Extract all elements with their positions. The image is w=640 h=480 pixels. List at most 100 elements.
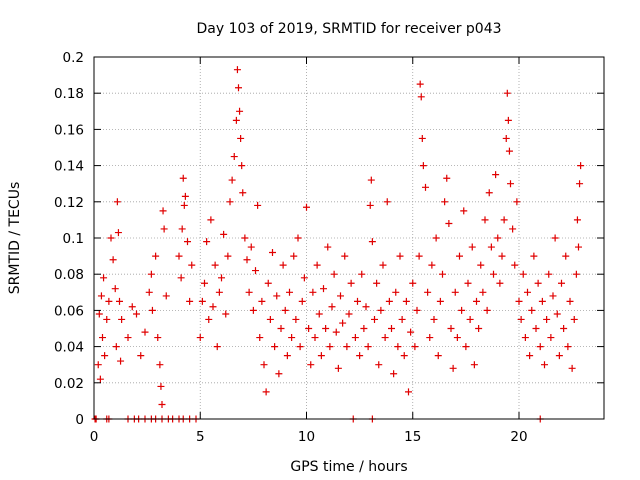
data-point	[402, 297, 410, 305]
data-point	[532, 325, 540, 332]
data-point	[441, 198, 449, 206]
data-point	[392, 288, 400, 296]
data-point	[409, 279, 417, 287]
data-point	[511, 261, 519, 269]
data-point	[311, 334, 319, 342]
data-point	[220, 230, 228, 238]
data-point	[566, 297, 574, 305]
data-point	[177, 274, 185, 282]
data-point	[560, 325, 568, 332]
data-point	[521, 334, 529, 342]
data-point	[443, 174, 451, 182]
data-point	[99, 334, 106, 342]
data-point	[477, 261, 485, 269]
data-point	[211, 261, 219, 269]
data-point	[317, 352, 325, 360]
y-axis-title: SRMTID / TECUs	[7, 182, 23, 295]
data-point	[196, 334, 204, 342]
data-point	[271, 343, 279, 351]
data-point	[538, 297, 546, 305]
data-point	[226, 198, 234, 206]
data-point	[354, 297, 361, 305]
data-point	[551, 234, 559, 242]
data-point	[390, 370, 398, 378]
data-point	[498, 252, 506, 260]
data-point	[473, 297, 480, 305]
data-point	[468, 243, 476, 251]
data-point	[230, 153, 238, 161]
data-point	[434, 352, 442, 360]
data-point	[568, 364, 576, 372]
data-point	[458, 306, 466, 314]
data-point	[236, 107, 244, 115]
data-point	[328, 303, 336, 311]
data-point	[232, 116, 240, 124]
data-point	[553, 310, 561, 318]
data-point	[228, 176, 236, 184]
data-point	[530, 252, 538, 260]
data-point	[137, 352, 145, 360]
y-tick-label: 0.06	[54, 303, 84, 319]
data-point	[303, 203, 310, 211]
data-point	[245, 288, 253, 296]
data-point	[254, 201, 262, 209]
data-point	[367, 176, 375, 184]
data-point	[324, 243, 332, 251]
data-point	[507, 180, 514, 188]
data-point	[332, 328, 340, 336]
data-point	[396, 252, 404, 260]
data-point	[422, 183, 429, 191]
data-point	[97, 292, 105, 300]
data-point	[407, 328, 415, 336]
data-point	[494, 234, 502, 242]
data-point	[237, 134, 245, 142]
data-point	[470, 361, 478, 369]
data-point	[207, 216, 215, 224]
data-point	[362, 303, 370, 311]
data-point	[215, 288, 223, 296]
data-point	[307, 361, 315, 369]
data-point	[453, 334, 461, 342]
data-point	[296, 343, 304, 351]
data-point	[562, 252, 570, 260]
x-axis-title: GPS time / hours	[290, 459, 407, 475]
data-point	[290, 252, 298, 260]
data-point	[322, 325, 330, 332]
chart-title: Day 103 of 2019, SRMTID for receiver p04…	[196, 21, 501, 37]
data-point	[96, 375, 104, 383]
y-tick-label: 0.12	[54, 195, 84, 211]
data-point	[111, 285, 119, 293]
data-point	[524, 288, 531, 296]
data-point	[94, 361, 102, 369]
data-point	[141, 328, 149, 336]
data-point	[500, 216, 508, 224]
data-point	[222, 310, 230, 318]
x-tick-label: 5	[196, 429, 205, 445]
data-point	[101, 352, 109, 360]
data-point	[483, 306, 491, 314]
data-point	[558, 279, 565, 287]
data-point	[260, 361, 268, 369]
data-point	[416, 80, 424, 88]
y-tick-label: 0.02	[54, 376, 84, 392]
y-tick-label: 0.16	[54, 122, 84, 138]
data-point	[570, 315, 578, 323]
data-point	[509, 225, 517, 233]
data-point	[203, 238, 211, 246]
data-point	[309, 288, 317, 296]
data-point	[343, 343, 351, 351]
data-point	[490, 270, 497, 278]
data-point	[428, 261, 436, 269]
data-point	[528, 306, 536, 314]
data-point	[460, 207, 468, 215]
data-point	[116, 297, 123, 305]
data-point	[503, 89, 511, 97]
data-point	[504, 116, 512, 124]
data-point	[148, 306, 156, 314]
data-point	[373, 279, 381, 287]
data-point	[205, 315, 213, 323]
data-point	[113, 198, 121, 206]
data-point	[375, 361, 383, 369]
